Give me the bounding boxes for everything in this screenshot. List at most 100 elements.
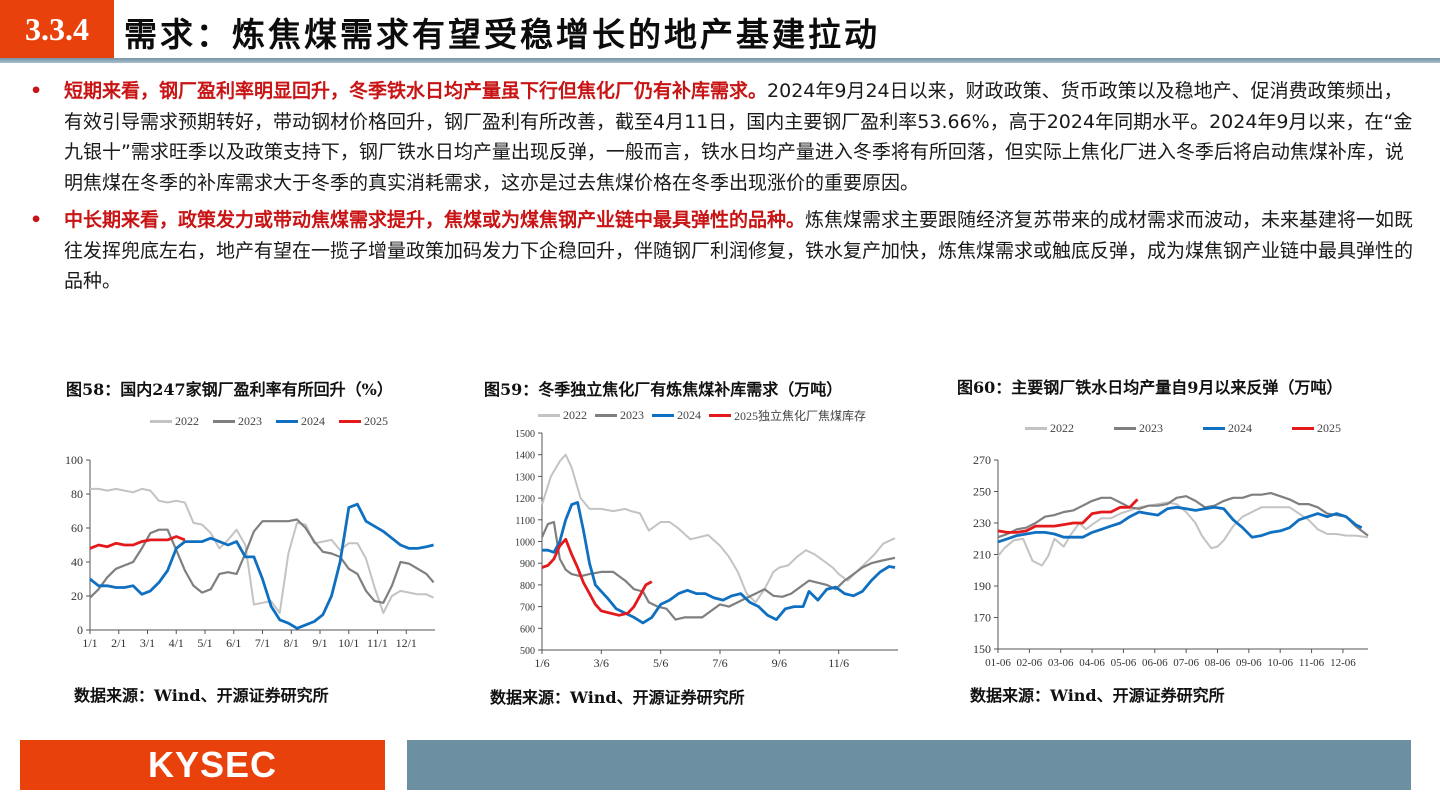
series-line-2023 [997, 491, 1369, 539]
bullet-highlight: 中长期来看，政策发力或带动焦煤需求提升，焦煤或为煤焦钢产业链中最具弹性的品种。 [64, 209, 806, 231]
y-tick-label: 1000 [515, 538, 535, 549]
series-line-2025 [89, 535, 186, 550]
legend-item-2023: 2023 [1114, 421, 1163, 436]
y-tick-label: 190 [973, 579, 991, 593]
series-line-2024 [997, 505, 1363, 544]
y-tick-label: 170 [973, 611, 991, 625]
x-tick-label: 1/1 [82, 636, 97, 650]
y-tick-label: 800 [520, 581, 535, 592]
x-tick-label: 05-06 [1111, 657, 1137, 669]
x-tick-label: 12-06 [1330, 657, 1356, 669]
figure-59-title: 图59：冬季独立焦化厂有炼焦煤补库需求（万吨） [484, 380, 843, 399]
y-tick-label: 500 [520, 646, 535, 657]
y-tick-label: 20 [71, 589, 83, 603]
x-tick-label: 9/1 [312, 636, 327, 650]
bullet-body: 炼焦煤需求主要跟随经济复苏带来的成材需求而波动，未来基建将一如既往发挥兜底左右，… [64, 209, 1414, 292]
x-tick-label: 8/1 [284, 636, 299, 650]
figure-60-legend: 2022 2023 2024 2025 [1025, 421, 1341, 436]
legend-item-2025: 2025独立焦化厂焦煤库存 [709, 407, 866, 424]
series-line-2025 [997, 498, 1139, 534]
y-tick-label: 1300 [515, 472, 535, 483]
series-line-2022 [90, 487, 435, 614]
figure-60-title: 图60：主要钢厂铁水日均产量自9月以来反弹（万吨） [957, 378, 1343, 397]
y-tick-label: 1400 [515, 451, 535, 462]
x-tick-label: 11-06 [1299, 657, 1325, 669]
x-tick-label: 08-06 [1205, 657, 1231, 669]
series-line-2025 [541, 537, 653, 617]
series-line-2024 [542, 501, 896, 625]
x-tick-label: 5/6 [653, 656, 668, 670]
y-tick-label: 270 [973, 453, 991, 467]
x-tick-label: 02-06 [1017, 657, 1043, 669]
slide-header: 3.3.4 需求：炼焦煤需求有望受稳增长的地产基建拉动 [0, 0, 1440, 63]
legend-item-2022: 2022 [538, 408, 587, 423]
legend-item-2023: 2023 [213, 414, 262, 429]
x-tick-label: 9/6 [772, 656, 787, 670]
x-tick-label: 6/1 [226, 636, 241, 650]
bullet-highlight: 短期来看，钢厂盈利率明显回升，冬季铁水日均产量虽下行但焦化厂仍有补库需求。 [64, 80, 768, 102]
legend-swatch-icon [339, 420, 361, 423]
bullet-body: 2024年9月24日以来，财政政策、货币政策以及稳地产、促消费政策频出，有效引导… [64, 80, 1413, 194]
x-tick-label: 03-06 [1048, 657, 1074, 669]
x-tick-label: 11/6 [828, 656, 849, 670]
series-line-2024 [89, 502, 434, 630]
legend-item-2022: 2022 [1025, 421, 1074, 436]
x-tick-label: 7/6 [712, 656, 727, 670]
y-tick-label: 1200 [515, 494, 535, 505]
x-tick-label: 09-06 [1236, 657, 1262, 669]
y-tick-label: 150 [973, 642, 991, 656]
y-tick-label: 0 [77, 623, 83, 637]
y-tick-label: 1100 [515, 516, 535, 527]
x-tick-label: 10/1 [338, 636, 359, 650]
figure-59-legend: 2022 2023 2024 2025独立焦化厂焦煤库存 [538, 407, 866, 424]
footer-bar [407, 740, 1411, 790]
series-line-2023 [89, 518, 435, 604]
legend-item-2025: 2025 [339, 414, 388, 429]
x-tick-label: 10-06 [1267, 657, 1293, 669]
figure-58-source: 数据来源：Wind、开源证券研究所 [74, 686, 329, 705]
x-tick-label: 7/1 [255, 636, 270, 650]
figure-58-chart: 0 20 40 60 80 100 1/1 2/1 3/1 4/1 5/1 6/1 7/1 8/1 9/1 1… [65, 453, 435, 650]
page-title: 需求：炼焦煤需求有望受稳增长的地产基建拉动 [124, 15, 880, 54]
legend-swatch-icon [1203, 427, 1225, 430]
y-tick-label: 80 [71, 487, 83, 501]
legend-swatch-icon [213, 420, 235, 423]
y-tick-label: 1500 [515, 429, 535, 440]
x-tick-label: 1/6 [534, 656, 549, 670]
figure-59-source: 数据来源：Wind、开源证券研究所 [490, 688, 745, 707]
series-line-2022 [997, 501, 1369, 567]
figure-58-legend: 2022 2023 2024 2025 [150, 414, 388, 429]
x-tick-label: 11/1 [367, 636, 388, 650]
legend-swatch-icon [652, 414, 674, 417]
legend-item-2024: 2024 [1203, 421, 1252, 436]
section-number-badge: 3.3.4 [0, 0, 114, 58]
y-tick-label: 100 [65, 453, 83, 467]
x-tick-label: 07-06 [1173, 657, 1199, 669]
legend-item-2025: 2025 [1292, 421, 1341, 436]
x-tick-label: 3/1 [140, 636, 155, 650]
legend-swatch-icon [1025, 427, 1047, 430]
y-tick-label: 900 [520, 559, 535, 570]
x-tick-label: 01-06 [985, 657, 1011, 669]
y-tick-label: 60 [71, 521, 83, 535]
y-tick-label: 700 [520, 603, 535, 614]
x-tick-label: 2/1 [111, 636, 126, 650]
legend-swatch-icon [595, 414, 617, 417]
legend-swatch-icon [1114, 427, 1136, 430]
series-line-2022 [541, 453, 896, 604]
bullet-dot-icon: • [30, 209, 43, 231]
legend-swatch-icon [538, 414, 560, 417]
bullet-list: • 短期来看，钢厂盈利率明显回升，冬季铁水日均产量虽下行但焦化厂仍有补库需求。2… [30, 76, 1420, 304]
figure-59-chart: 500 600 700 800 900 1000 1100 1200 1300 1400 1500 1… [515, 429, 898, 670]
bullet-long-term: • 中长期来看，政策发力或带动焦煤需求提升，焦煤或为煤焦钢产业链中最具弹性的品种… [30, 205, 1420, 297]
legend-swatch-icon [150, 420, 172, 423]
legend-item-2022: 2022 [150, 414, 199, 429]
series-line-2023 [540, 520, 896, 621]
y-tick-label: 250 [973, 485, 991, 499]
y-tick-label: 40 [71, 555, 83, 569]
y-tick-label: 230 [973, 516, 991, 530]
legend-swatch-icon [1292, 427, 1314, 430]
legend-swatch-icon [276, 420, 298, 423]
x-tick-label: 06-06 [1142, 657, 1168, 669]
bullet-dot-icon: • [30, 80, 43, 102]
